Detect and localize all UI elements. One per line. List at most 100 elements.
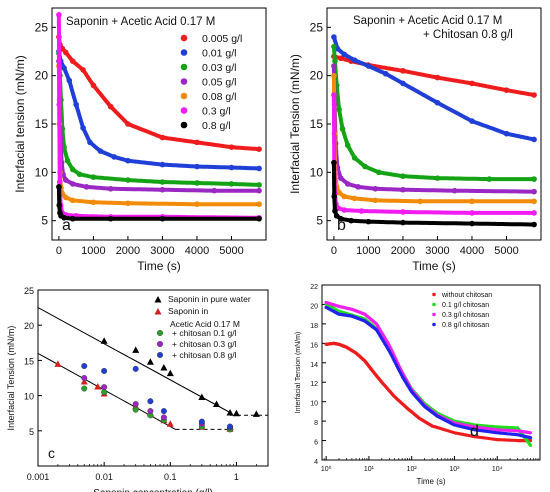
data-point: [469, 198, 475, 205]
data-point: [528, 443, 533, 447]
data-point: [372, 197, 379, 204]
data-point: [146, 358, 154, 365]
x-tick-label: 2000: [116, 245, 140, 257]
data-point: [80, 125, 86, 131]
y-tick-label: 15: [35, 117, 49, 131]
data-point: [125, 177, 131, 183]
x-tick-label: 10²: [407, 466, 418, 473]
y-tick-label: 6: [314, 440, 318, 447]
y-tick-label: 12: [310, 381, 318, 388]
data-point: [159, 179, 166, 185]
series-0-005-g-l: [331, 53, 537, 98]
data-point: [101, 384, 108, 391]
series-0-05-g-l: [331, 63, 537, 195]
legend-label: Saponin in pure water: [168, 294, 251, 304]
y-axis-label: Interfacial Tension (mN/m): [6, 326, 16, 431]
data-point: [400, 209, 406, 215]
data-point: [80, 67, 86, 73]
series-line: [331, 64, 537, 194]
data-point: [331, 34, 337, 40]
data-point: [358, 208, 365, 214]
series-Saponin-in-Acetic-Acid-0-17-M: [54, 360, 234, 432]
data-point: [56, 179, 63, 185]
panel-b: 0 1000 2000 3000 4000 5000 5 10 15 20 25 Time (s) In…: [288, 7, 542, 273]
data-point: [362, 163, 368, 170]
plot-area: [56, 11, 262, 222]
data-point: [531, 92, 537, 98]
legend-label: 0.3 g/l: [202, 106, 231, 118]
data-point: [160, 363, 168, 371]
y-tick-label: 18: [310, 323, 318, 330]
data-point: [107, 185, 114, 192]
data-point: [69, 166, 76, 173]
legend-label: 0.03 g/l: [202, 62, 236, 74]
x-tick-label: 10⁴: [492, 466, 503, 473]
x-tick-label: 1000: [81, 245, 105, 257]
data-point: [331, 72, 337, 79]
panel-a: 0 1000 2000 3000 4000 5000 5 10 15 20 25 Time (s) In…: [13, 7, 267, 273]
y-tick-label: 10: [24, 392, 34, 402]
x-tick-label: 3000: [150, 245, 174, 257]
y-axis-label: Interfacial tension (mN/m): [13, 55, 27, 192]
x-axis-label: Time (s): [137, 259, 181, 273]
y-tick-label: 10: [310, 165, 324, 179]
legend-marker: [156, 330, 163, 337]
y-tick-label: 25: [24, 286, 34, 296]
x-tick-label: 0: [331, 245, 337, 257]
data-point: [76, 171, 83, 178]
legend-label: + chitosan 0.1 g/l: [172, 328, 237, 338]
data-point: [469, 80, 475, 87]
plot-frame: [321, 284, 541, 461]
x-tick-label: 2000: [391, 245, 415, 257]
data-point: [434, 99, 441, 106]
legend-label: 0.08 g/l: [202, 91, 236, 103]
legend-marker: [432, 312, 436, 317]
x-tick-label: 10¹: [364, 466, 375, 473]
series-line: [331, 93, 537, 215]
data-point: [73, 101, 79, 108]
legend-marker: [432, 322, 436, 327]
legend-marker: [156, 352, 163, 359]
data-point: [132, 401, 139, 408]
data-point: [341, 51, 348, 58]
x-tick-label: 0.001: [27, 472, 50, 482]
data-point: [69, 58, 76, 64]
legend-label: 0.8 g/l: [202, 120, 231, 132]
data-point: [528, 436, 533, 440]
data-point: [81, 375, 88, 382]
y-axis-label: Interfacial Tension (mN/m): [295, 332, 302, 414]
panel-d: 10⁰ 10¹ 10² 10³ 10⁴ 4 6 8 10 12 14 16 18 20 22 Time (s)…: [295, 284, 541, 486]
legend-marker: [154, 308, 162, 315]
data-point: [90, 82, 97, 89]
y-tick-label: 14: [310, 362, 318, 369]
y-tick-label: 15: [310, 117, 324, 131]
data-point: [166, 420, 174, 427]
legend-label: + chitosan 0.8 g/l: [172, 350, 237, 360]
y-tick-label: 4: [314, 459, 318, 466]
data-point: [256, 215, 262, 222]
data-point: [61, 65, 67, 71]
series-Saponin-in-pure-water: [100, 337, 260, 417]
data-point: [503, 130, 510, 137]
x-tick-label: 10⁰: [321, 465, 332, 473]
legend-marker: [180, 49, 188, 56]
data-point: [528, 431, 533, 435]
plot-area: [331, 34, 537, 228]
series--chitosan-0-3-g-l: [81, 375, 234, 431]
legend-marker: [180, 34, 188, 42]
data-point: [256, 187, 262, 194]
data-point: [213, 400, 221, 408]
data-point: [111, 154, 117, 160]
panel-letter: b: [337, 217, 346, 234]
legend-marker: [432, 302, 436, 307]
data-point: [61, 214, 67, 221]
y-tick-label: 20: [24, 321, 34, 331]
data-point: [400, 80, 406, 87]
data-point: [125, 157, 131, 164]
data-point: [333, 213, 340, 219]
data-point: [69, 181, 76, 187]
data-point: [434, 74, 441, 81]
data-point: [125, 121, 131, 127]
legend-label: Acetic Acid 0.17 M: [170, 319, 240, 329]
x-axis-label: Time (s): [412, 259, 456, 273]
